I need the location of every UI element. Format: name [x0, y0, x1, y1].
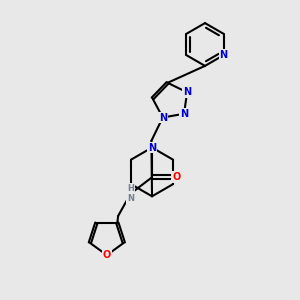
Text: H
N: H N — [127, 184, 134, 203]
Text: O: O — [103, 250, 111, 260]
Text: O: O — [172, 172, 181, 182]
Text: N: N — [180, 109, 188, 119]
Text: N: N — [183, 87, 191, 97]
Text: N: N — [220, 50, 228, 60]
Text: N: N — [159, 112, 167, 122]
Text: N: N — [148, 142, 156, 152]
